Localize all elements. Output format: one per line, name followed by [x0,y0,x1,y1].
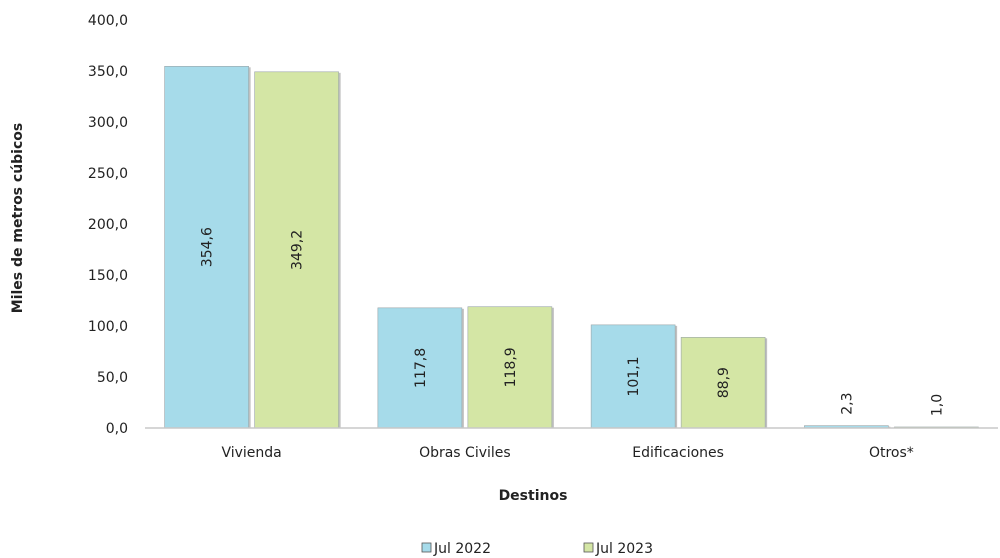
bar-data-label: 2,3 [839,393,855,415]
bar [590,324,676,429]
bar [254,71,339,429]
category-labels: Vivienda Obras Civiles Edificaciones Otros* [221,445,913,461]
y-tick-label: 50,0 [97,370,128,386]
bar-data-label: 101,1 [626,356,642,396]
y-axis-ticks: 0,0 50,0 100,0 150,0 200,0 250,0 300,0 350,0 400… [88,13,128,437]
bar-data-label: 354,6 [200,227,216,267]
legend-swatch [421,542,432,553]
bar [680,337,766,429]
legend-label: Jul 2022 [433,541,491,557]
y-tick-label: 350,0 [88,64,128,80]
legend-swatch [583,542,594,553]
x-axis-title: Destinos [499,488,568,504]
y-tick-label: 0,0 [106,421,128,437]
y-tick-label: 300,0 [88,115,128,131]
x-category-label: Otros* [869,445,914,461]
x-category-label: Vivienda [221,445,281,461]
bar-data-label: 1,0 [929,394,945,416]
legend: Jul 2022 Jul 2023 [421,541,653,557]
bar-data-label: 349,2 [290,230,306,270]
bars: 354,6 349,2 117,8 118,9 101,1 88,9 2,3 1,0 [164,66,981,429]
bar-data-label: 118,9 [503,347,519,387]
bar-data-label: 88,9 [716,367,732,398]
y-tick-label: 400,0 [88,13,128,29]
y-tick-label: 100,0 [88,319,128,335]
legend-label: Jul 2023 [595,541,653,557]
y-axis-title: Miles de metros cúbicos [10,123,26,313]
bar-data-label: 117,8 [413,348,429,388]
y-tick-label: 150,0 [88,268,128,284]
y-tick-label: 250,0 [88,166,128,182]
x-category-label: Obras Civiles [419,445,511,461]
bar [164,66,249,429]
bar [467,306,553,429]
x-category-label: Edificaciones [632,445,724,461]
y-tick-label: 200,0 [88,217,128,233]
